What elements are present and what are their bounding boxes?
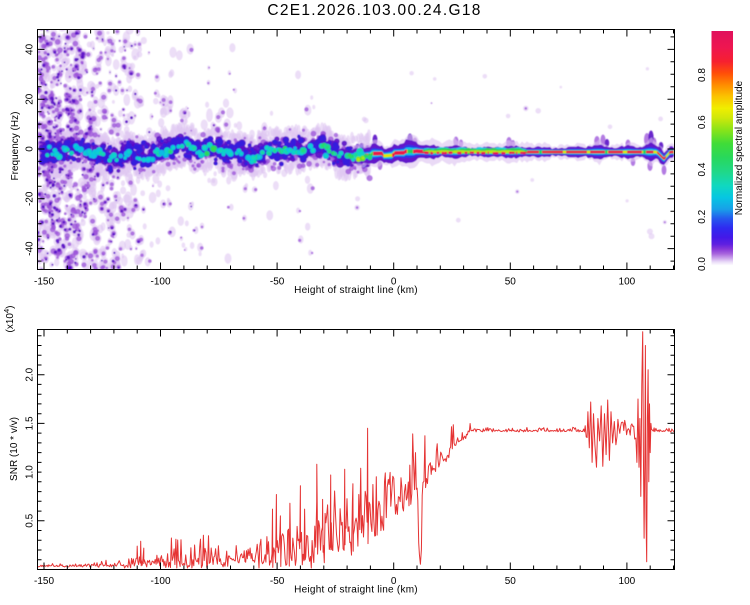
svg-text:0: 0: [391, 277, 397, 288]
svg-text:20: 20: [25, 93, 36, 105]
svg-text:Normalized spectral amplitude: Normalized spectral amplitude: [734, 80, 745, 215]
svg-text:0.4: 0.4: [697, 162, 708, 176]
svg-text:50: 50: [505, 277, 517, 288]
svg-text:Frequency (Hz): Frequency (Hz): [10, 112, 21, 181]
svg-text:-100: -100: [150, 277, 170, 288]
svg-text:C2E1.2026.103.00.24.G18: C2E1.2026.103.00.24.G18: [267, 2, 481, 19]
svg-text:0.5: 0.5: [25, 513, 36, 527]
svg-text:0.0: 0.0: [697, 257, 708, 271]
svg-text:0.2: 0.2: [697, 209, 708, 223]
svg-text:0: 0: [25, 146, 36, 152]
svg-text:-150: -150: [34, 576, 54, 587]
svg-text:50: 50: [505, 576, 517, 587]
svg-text:Height of straight line (km): Height of straight line (km): [294, 285, 418, 296]
svg-text:1.5: 1.5: [25, 416, 36, 430]
svg-text:100: 100: [619, 277, 636, 288]
svg-text:0.8: 0.8: [697, 68, 708, 82]
svg-text:100: 100: [619, 576, 636, 587]
svg-text:0: 0: [391, 576, 397, 587]
svg-text:Height of straight line (km): Height of straight line (km): [294, 585, 418, 596]
svg-text:40: 40: [25, 43, 36, 55]
svg-text:-20: -20: [25, 191, 36, 206]
svg-text:-50: -50: [270, 277, 285, 288]
svg-text:0.6: 0.6: [697, 115, 708, 129]
svg-text:(x104): (x104): [2, 306, 16, 333]
svg-text:SNR (10 * v/v): SNR (10 * v/v): [9, 417, 20, 481]
svg-text:-150: -150: [34, 277, 54, 288]
svg-text:2.0: 2.0: [25, 367, 36, 381]
svg-text:-40: -40: [25, 241, 36, 256]
svg-text:-50: -50: [270, 576, 285, 587]
svg-text:1.0: 1.0: [25, 465, 36, 479]
svg-text:-100: -100: [150, 576, 170, 587]
